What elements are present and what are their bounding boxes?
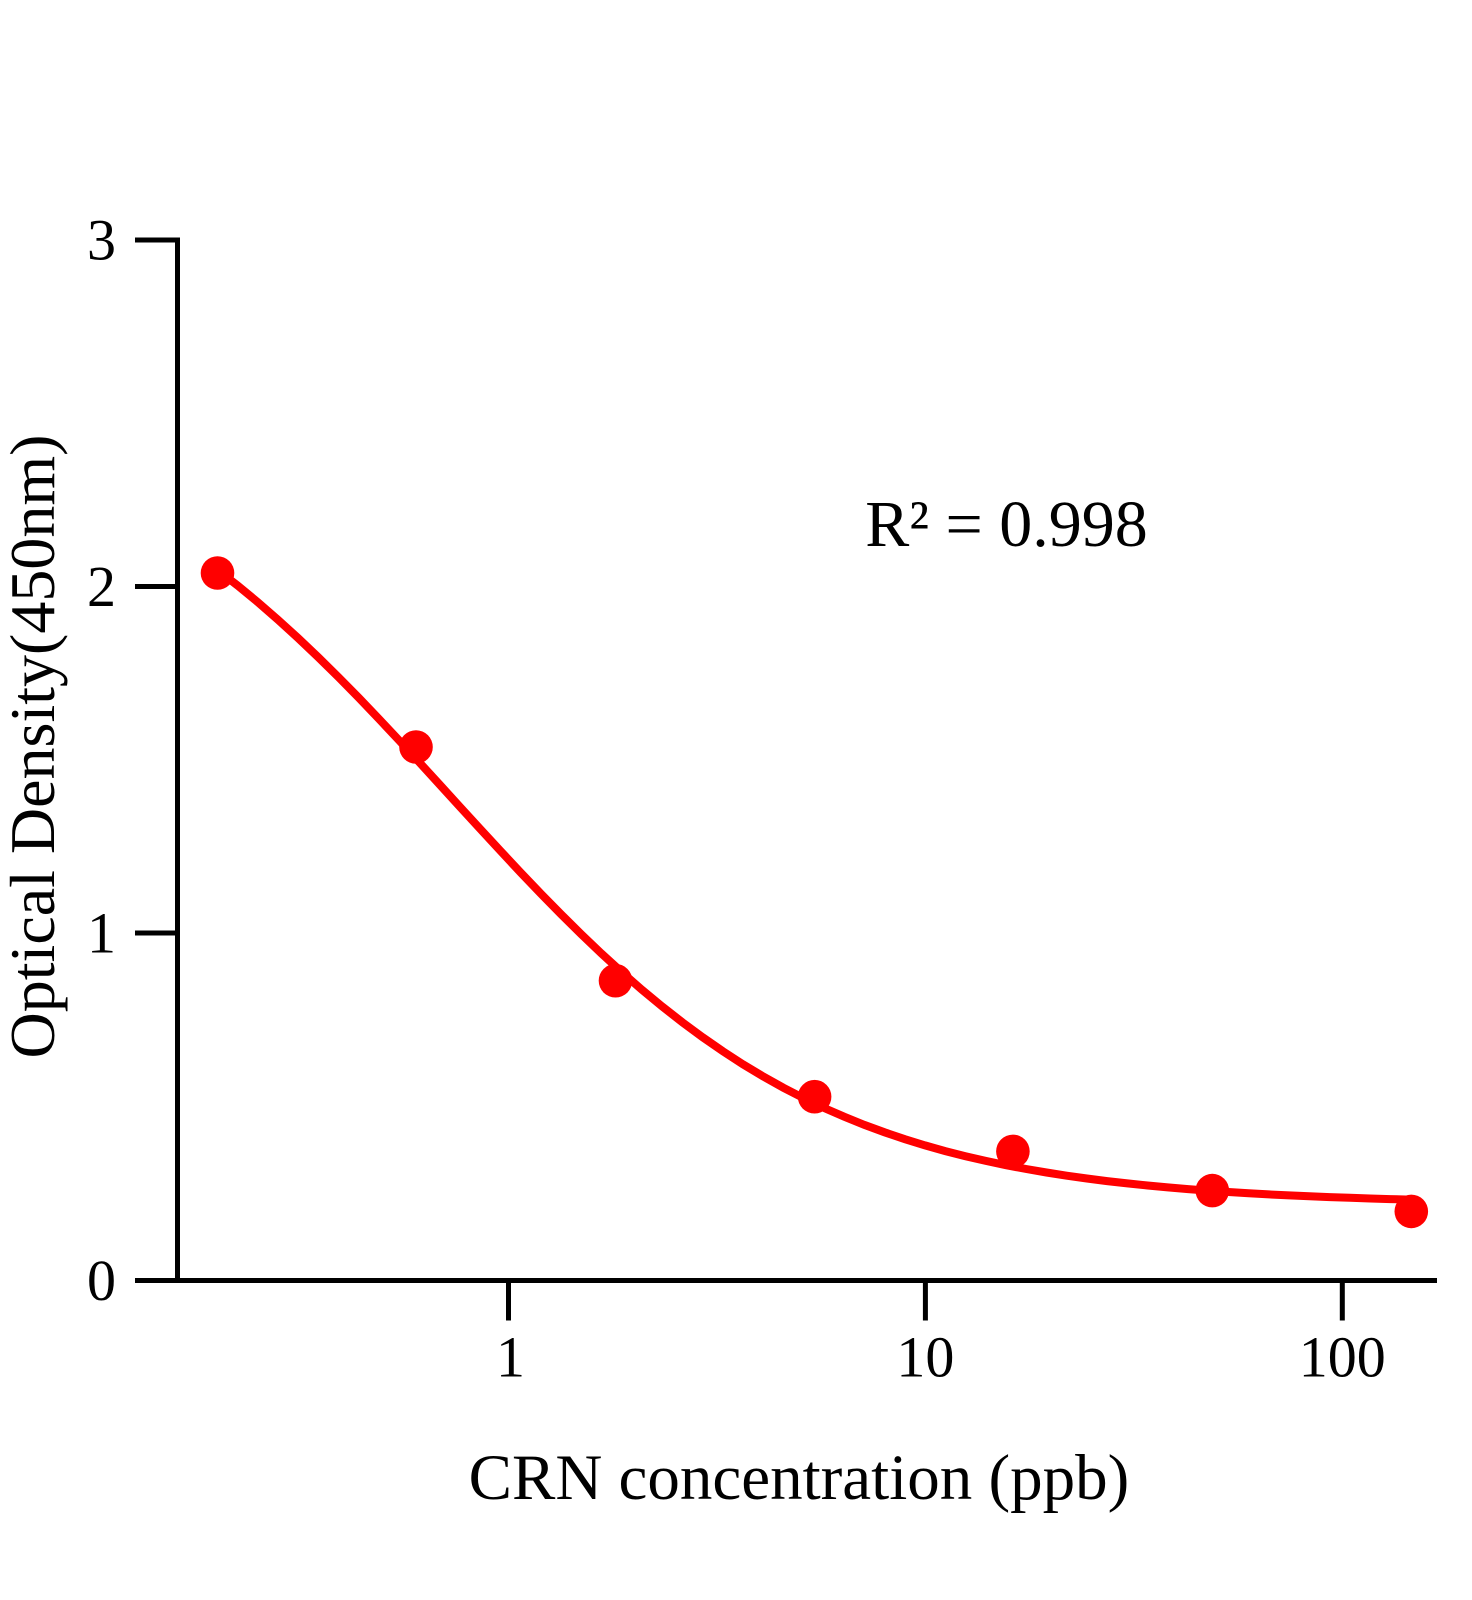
svg-text:Optical Density(450nm): Optical Density(450nm) [0,435,68,1059]
svg-text:CRN concentration (ppb): CRN concentration (ppb) [469,1442,1130,1514]
svg-text:1: 1 [496,1324,525,1389]
svg-text:3: 3 [87,207,116,272]
svg-text:1: 1 [87,900,116,965]
svg-text:10: 10 [896,1324,954,1389]
svg-text:R² = 0.998: R² = 0.998 [865,488,1148,561]
svg-text:0: 0 [87,1248,116,1313]
svg-text:100: 100 [1299,1324,1386,1389]
svg-text:2: 2 [87,554,116,619]
